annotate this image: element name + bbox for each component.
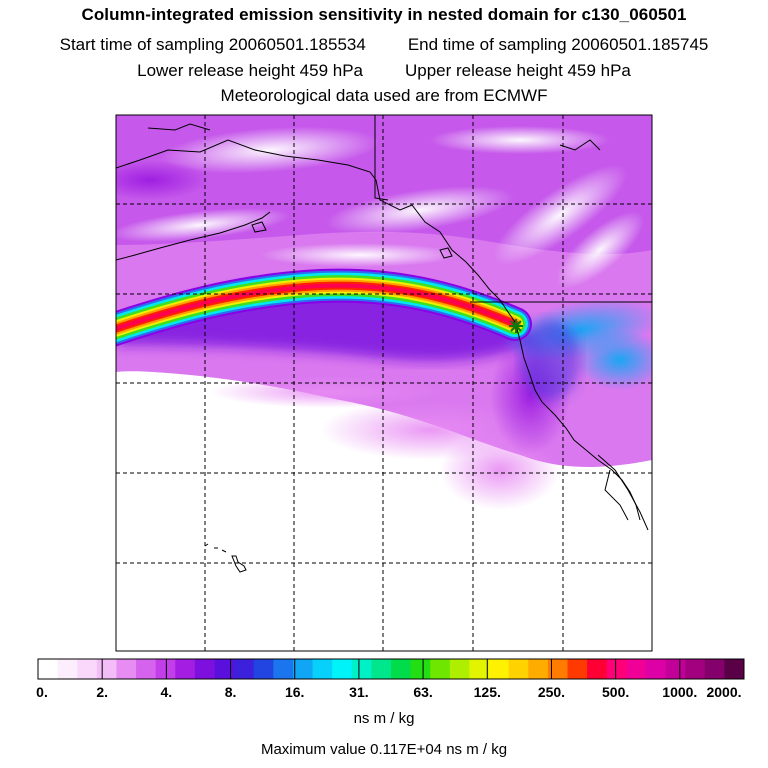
plot-title: Column-integrated emission sensitivity i… bbox=[81, 5, 687, 24]
colorbar-cells bbox=[38, 659, 745, 679]
colorbar-cell bbox=[312, 659, 333, 679]
colorbar-cell bbox=[469, 659, 490, 679]
colorbar-tick-label: 31. bbox=[349, 684, 369, 700]
colorbar-cell bbox=[685, 659, 706, 679]
colorbar-tick-label: 2000. bbox=[706, 684, 742, 700]
colorbar-cell bbox=[587, 659, 608, 679]
colorbar-cell bbox=[626, 659, 647, 679]
colorbar-tick-label: 63. bbox=[413, 684, 433, 700]
colorbar-tick-label: 1000. bbox=[662, 684, 698, 700]
colorbar-cell bbox=[175, 659, 196, 679]
colorbar-tick-label: 0. bbox=[36, 684, 48, 700]
colorbar-cell bbox=[606, 659, 627, 679]
colorbar-cell bbox=[704, 659, 725, 679]
colorbar-cell bbox=[449, 659, 470, 679]
colorbar-cell bbox=[57, 659, 78, 679]
sampling-time-line: Start time of sampling 20060501.185534 En… bbox=[0, 35, 768, 55]
colorbar-cell bbox=[38, 659, 59, 679]
colorbar-cell bbox=[391, 659, 412, 679]
colorbar-cell bbox=[371, 659, 392, 679]
colorbar-cell bbox=[77, 659, 98, 679]
colorbar-tick-label: 500. bbox=[602, 684, 630, 700]
coastlines bbox=[116, 115, 652, 573]
colorbar-cell bbox=[136, 659, 157, 679]
colorbar-tick-label: 250. bbox=[537, 684, 566, 700]
sensitivity-map bbox=[115, 114, 653, 652]
colorbar-cell bbox=[253, 659, 274, 679]
colorbar-tick-label: 2. bbox=[96, 684, 109, 700]
colorbar-tick-label: 8. bbox=[224, 684, 237, 700]
colorbar-tick-label: 125. bbox=[473, 684, 501, 700]
emission-plume bbox=[116, 268, 532, 347]
colorbar-cell bbox=[547, 659, 568, 679]
colorbar-cell bbox=[508, 659, 529, 679]
colorbar-cell bbox=[430, 659, 451, 679]
lat-lon-grid bbox=[116, 115, 652, 651]
plume-band bbox=[116, 283, 517, 331]
colorbar-outline bbox=[37, 658, 745, 680]
colorbar-cell bbox=[489, 659, 510, 679]
colorbar-cell bbox=[410, 659, 431, 679]
end-time-label: End time of sampling 20060501.185745 bbox=[407, 35, 709, 54]
met-data-label: Meteorological data used are from ECMWF bbox=[220, 86, 548, 105]
colorbar-cell bbox=[332, 659, 353, 679]
star-icon bbox=[509, 319, 523, 333]
start-time-label: Start time of sampling 20060501.185534 bbox=[59, 35, 366, 54]
colorbar-cell bbox=[194, 659, 215, 679]
colorbar-cell bbox=[96, 659, 117, 679]
colorbar-tick-label: 4. bbox=[160, 684, 173, 700]
colorbar-cell bbox=[214, 659, 235, 679]
colorbar-cell bbox=[724, 659, 745, 679]
colorbar-cell bbox=[234, 659, 255, 679]
colorbar-cell bbox=[665, 659, 686, 679]
colorbar-tick-label: 16. bbox=[284, 684, 305, 700]
map-frame bbox=[115, 114, 653, 652]
colorbar-cell bbox=[292, 659, 313, 679]
colorbar-cell bbox=[116, 659, 137, 679]
colorbar-cell bbox=[528, 659, 549, 679]
colorbar-cell bbox=[351, 659, 372, 679]
colorbar-tick-marks bbox=[37, 659, 745, 679]
maximum-value-label: Maximum value 0.117E+04 ns m / kg bbox=[260, 741, 508, 758]
release-height-line: Lower release height 459 hPa Upper releas… bbox=[0, 61, 768, 81]
upper-release-label: Upper release height 459 hPa bbox=[405, 61, 631, 80]
colorbar-unit-label: ns m / kg bbox=[353, 710, 415, 727]
colorbar-cell bbox=[273, 659, 294, 679]
colorbar-cell bbox=[645, 659, 666, 679]
colorbar-cell bbox=[155, 659, 176, 679]
lower-release-label: Lower release height 459 hPa bbox=[137, 61, 363, 80]
colorbar-cell bbox=[567, 659, 588, 679]
